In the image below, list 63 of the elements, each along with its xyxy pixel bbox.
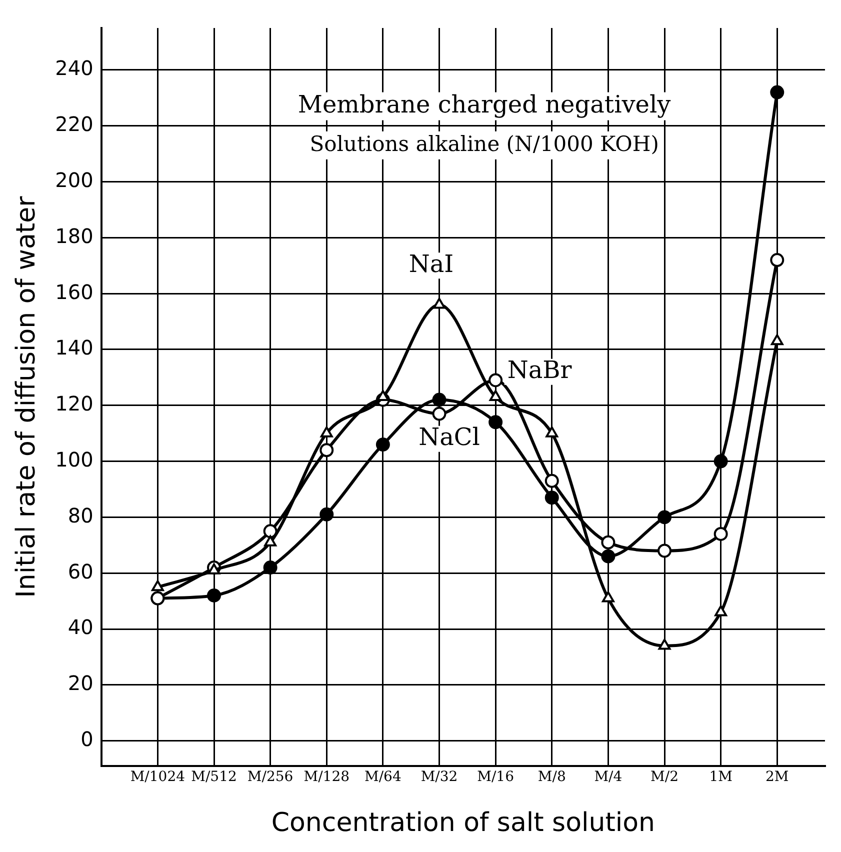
x-tick-label: M/32 bbox=[420, 769, 458, 786]
y-tick-label: 80 bbox=[68, 503, 94, 528]
point bbox=[320, 426, 333, 438]
point bbox=[488, 415, 503, 430]
point bbox=[208, 563, 220, 574]
point bbox=[770, 334, 784, 346]
point bbox=[601, 549, 616, 564]
point bbox=[488, 373, 503, 388]
x-tick-label: 1M bbox=[709, 769, 732, 786]
x-tick-label: M/8 bbox=[538, 769, 566, 786]
point bbox=[544, 474, 559, 488]
y-tick-label: 0 bbox=[80, 727, 94, 752]
series-label: NaBr bbox=[507, 356, 572, 384]
y-axis-title: Initial rate of diffusion of water bbox=[11, 196, 42, 598]
point bbox=[658, 544, 672, 558]
point bbox=[433, 298, 446, 309]
point bbox=[714, 526, 728, 541]
series-label: NaCl bbox=[418, 423, 480, 452]
x-tick-label: M/1024 bbox=[130, 769, 186, 786]
point bbox=[602, 591, 614, 602]
y-tick-label: 60 bbox=[68, 559, 94, 584]
y-tick-label: 200 bbox=[55, 168, 94, 192]
point bbox=[658, 638, 671, 650]
x-tick-label: M/16 bbox=[477, 769, 514, 786]
point bbox=[207, 588, 221, 602]
point bbox=[376, 438, 390, 452]
x-axis-title: Concentration of salt solution bbox=[271, 808, 656, 838]
point bbox=[263, 560, 278, 575]
x-tick-label: M/128 bbox=[304, 769, 350, 786]
point bbox=[658, 510, 672, 524]
point bbox=[489, 390, 502, 401]
y-tick-label: 20 bbox=[68, 671, 94, 696]
point bbox=[546, 426, 558, 438]
x-tick-label: M/64 bbox=[364, 769, 402, 786]
series-label: NaI bbox=[408, 250, 454, 278]
point bbox=[714, 605, 728, 616]
y-tick-label: 40 bbox=[68, 615, 94, 640]
point bbox=[432, 392, 446, 407]
point bbox=[770, 85, 784, 100]
point bbox=[544, 490, 559, 505]
x-tick-label: 2M bbox=[766, 769, 789, 786]
point bbox=[432, 406, 446, 421]
annotation: Membrane charged negatively bbox=[298, 90, 672, 119]
point bbox=[601, 535, 616, 550]
point bbox=[376, 390, 390, 401]
y-tick-label: 180 bbox=[55, 224, 94, 248]
x-tick-label: M/4 bbox=[594, 769, 622, 786]
y-tick-label: 140 bbox=[55, 336, 94, 360]
x-tick-label: M/256 bbox=[247, 769, 294, 786]
point bbox=[770, 253, 784, 268]
x-tick-label: M/2 bbox=[650, 769, 678, 786]
y-tick-label: 160 bbox=[55, 280, 94, 304]
y-tick-label: 240 bbox=[55, 56, 94, 80]
point bbox=[320, 443, 334, 458]
y-tick-label: 220 bbox=[55, 112, 94, 136]
x-tick-label: M/512 bbox=[191, 769, 237, 786]
point bbox=[714, 454, 728, 468]
point bbox=[320, 507, 334, 522]
y-tick-label: 100 bbox=[55, 448, 94, 472]
point bbox=[151, 580, 164, 592]
y-tick-label: 120 bbox=[55, 392, 94, 416]
annotation: Solutions alkaline (N/1000 KOH) bbox=[310, 132, 659, 156]
point bbox=[264, 535, 277, 546]
